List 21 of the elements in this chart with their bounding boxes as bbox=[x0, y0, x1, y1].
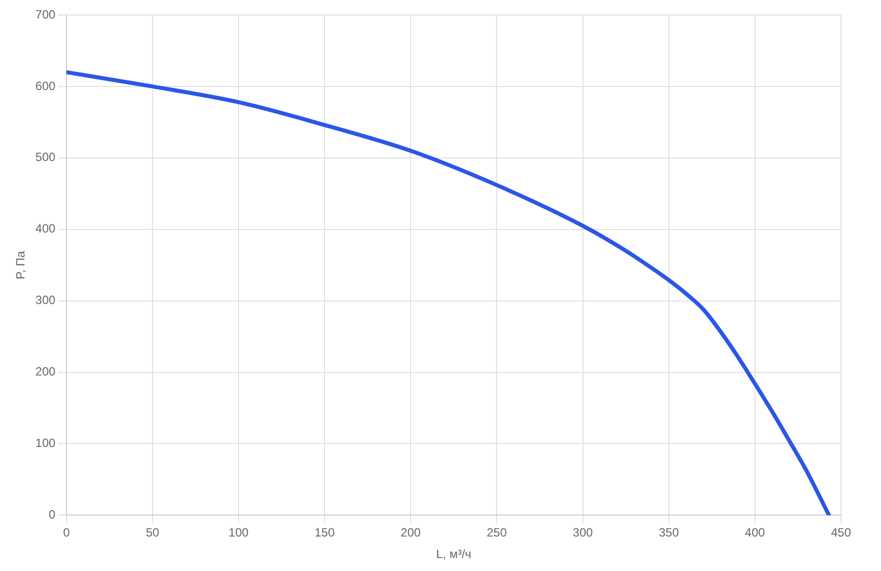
y-tick-label: 100 bbox=[35, 436, 56, 450]
x-tick-label: 100 bbox=[228, 526, 249, 540]
x-tick-label: 300 bbox=[572, 526, 594, 540]
x-tick-label: 50 bbox=[146, 526, 160, 540]
x-tick-label: 150 bbox=[314, 526, 335, 540]
y-tick-label: 0 bbox=[48, 508, 56, 522]
y-tick-label: 500 bbox=[35, 150, 56, 164]
y-tick-label: 700 bbox=[35, 7, 56, 22]
x-tick-label: 400 bbox=[744, 526, 766, 540]
x-tick-label: 450 bbox=[830, 526, 852, 540]
y-tick-label: 600 bbox=[35, 78, 56, 93]
x-tick-label: 350 bbox=[658, 526, 680, 540]
y-tick-label: 200 bbox=[35, 364, 56, 379]
y-tick-label: 400 bbox=[35, 222, 56, 236]
line-series bbox=[66, 70, 831, 516]
x-tick-label: 250 bbox=[486, 526, 508, 540]
x-tick-label: 0 bbox=[63, 526, 70, 540]
x-tick-label: 200 bbox=[400, 526, 422, 540]
x-axis-title: L, м³/ч bbox=[436, 547, 472, 562]
y-tick-label: 300 bbox=[35, 293, 56, 308]
y-axis-title: P, Па bbox=[14, 250, 28, 280]
